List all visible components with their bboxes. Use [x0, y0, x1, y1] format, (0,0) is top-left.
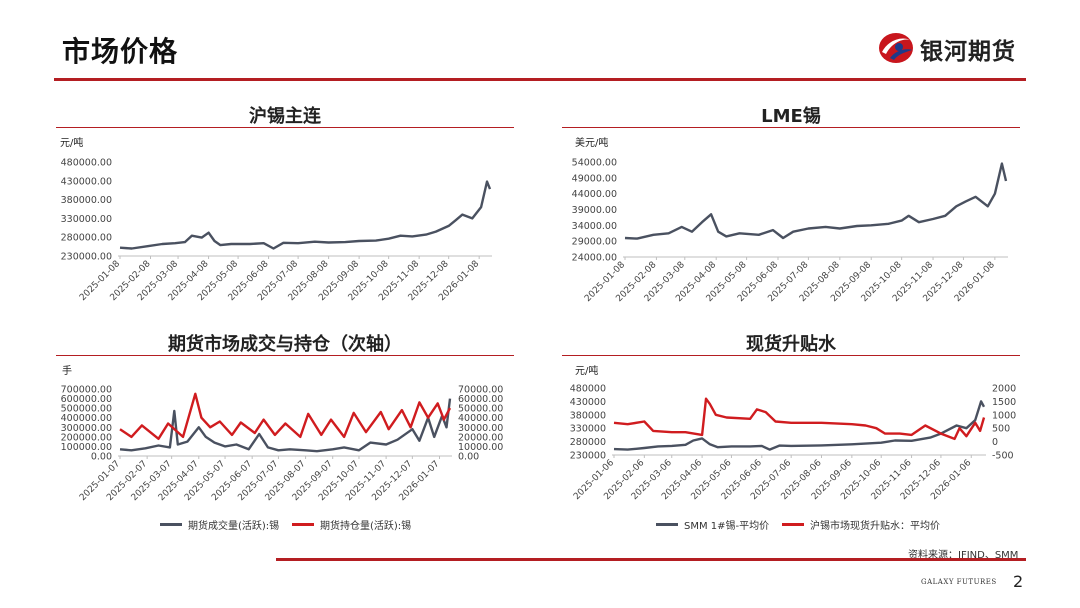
- y-tick-label: 400000.00: [61, 413, 112, 424]
- chart-title-divider: [562, 355, 1020, 356]
- legend-smm-price: SMM 1#锡-平均价: [656, 517, 769, 532]
- chart-title-spot-premium: 现货升贴水: [746, 334, 836, 355]
- y-tick-label: 280000.00: [61, 233, 112, 244]
- legend-label: 期货持仓量(活跃):锡: [320, 521, 412, 532]
- chart-title-divider: [562, 127, 1020, 128]
- y-tick-label: 280000: [570, 437, 606, 448]
- y-tick-label: 330000.00: [61, 214, 112, 225]
- series-line-0: [119, 398, 452, 453]
- series-line-0: [119, 180, 492, 250]
- y-tick-label: 24000.00: [572, 253, 617, 264]
- chart-title-divider: [56, 355, 514, 356]
- unit-label: 元/吨: [575, 366, 599, 377]
- y-tick-label: 34000.00: [572, 221, 617, 232]
- y-tick-label: 39000.00: [572, 205, 617, 216]
- legend-open-interest: 期货持仓量(活跃):锡: [292, 517, 411, 532]
- y-tick-label: 700000.00: [61, 385, 112, 396]
- y-right-tick-label: -500: [992, 451, 1014, 462]
- unit-label: 手: [62, 366, 72, 377]
- y-right-tick-label: 20000.00: [458, 432, 503, 443]
- galaxy-logo-icon: [879, 33, 913, 63]
- page-number: 2: [1013, 572, 1024, 591]
- y-right-tick-label: 60000.00: [458, 394, 503, 405]
- series-line-0: [613, 400, 986, 451]
- chart-title-volume-oi: 期货市场成交与持仓（次轴）: [168, 334, 402, 355]
- y-tick-label: 480000: [570, 384, 606, 395]
- y-tick-label: 430000.00: [61, 176, 112, 187]
- footer-brand: GALAXY FUTURES: [921, 578, 997, 586]
- unit-label: 美元/吨: [575, 138, 609, 149]
- legend-label: 沪锡市场现货升贴水：平均价: [810, 521, 940, 532]
- y-right-tick-label: 10000.00: [458, 442, 503, 453]
- galaxy-futures-logo: 银河期货: [876, 28, 1036, 68]
- y-right-tick-label: 2000: [992, 384, 1016, 395]
- legend-spot-premium: 沪锡市场现货升贴水：平均价: [782, 517, 940, 532]
- legend-volume: 期货成交量(活跃):锡: [160, 517, 279, 532]
- y-tick-label: 380000.00: [61, 195, 112, 206]
- legend-label: SMM 1#锡-平均价: [684, 521, 770, 532]
- chart-title-shfe: 沪锡主连: [249, 106, 321, 127]
- legend-swatch: [160, 523, 182, 526]
- y-tick-label: 230000.00: [61, 252, 112, 263]
- y-tick-label: 600000.00: [61, 394, 112, 405]
- y-tick-label: 44000.00: [572, 189, 617, 200]
- y-right-tick-label: 70000.00: [458, 385, 503, 396]
- y-right-tick-label: 50000.00: [458, 404, 503, 415]
- series-line-1: [613, 397, 986, 441]
- series-line-0: [624, 162, 1008, 240]
- y-tick-label: 200000.00: [61, 432, 112, 443]
- logo-text: 银河期货: [920, 39, 1016, 65]
- legend-label: 期货成交量(活跃):锡: [188, 521, 280, 532]
- page-title: 市场价格: [62, 35, 179, 68]
- legend-swatch: [292, 523, 314, 526]
- header-divider: [54, 78, 1026, 81]
- data-source: 资料来源：IFIND、SMM: [908, 550, 1019, 561]
- y-tick-label: 380000: [570, 410, 606, 421]
- y-tick-label: 430000: [570, 397, 606, 408]
- y-right-tick-label: 40000.00: [458, 413, 503, 424]
- unit-label: 元/吨: [60, 138, 84, 149]
- y-tick-label: 300000.00: [61, 423, 112, 434]
- y-tick-label: 500000.00: [61, 404, 112, 415]
- y-right-tick-label: 30000.00: [458, 423, 503, 434]
- legend-swatch: [782, 523, 804, 526]
- footer-divider: [276, 558, 1026, 561]
- y-right-tick-label: 1500: [992, 397, 1016, 408]
- series-line-1: [119, 392, 452, 440]
- legend-swatch: [656, 523, 678, 526]
- y-tick-label: 100000.00: [61, 442, 112, 453]
- y-tick-label: 330000: [570, 424, 606, 435]
- y-tick-label: 29000.00: [572, 237, 617, 248]
- y-tick-label: 49000.00: [572, 173, 617, 184]
- y-tick-label: 480000.00: [61, 158, 112, 169]
- y-right-tick-label: 0.00: [458, 452, 479, 463]
- chart-title-divider: [56, 127, 514, 128]
- y-right-tick-label: 1000: [992, 410, 1016, 421]
- y-tick-label: 230000: [570, 451, 606, 462]
- y-right-tick-label: 500: [992, 424, 1010, 435]
- y-tick-label: 0.00: [91, 452, 112, 463]
- y-tick-label: 54000.00: [572, 158, 617, 169]
- y-right-tick-label: 0: [992, 437, 998, 448]
- chart-title-lme: LME锡: [761, 106, 821, 127]
